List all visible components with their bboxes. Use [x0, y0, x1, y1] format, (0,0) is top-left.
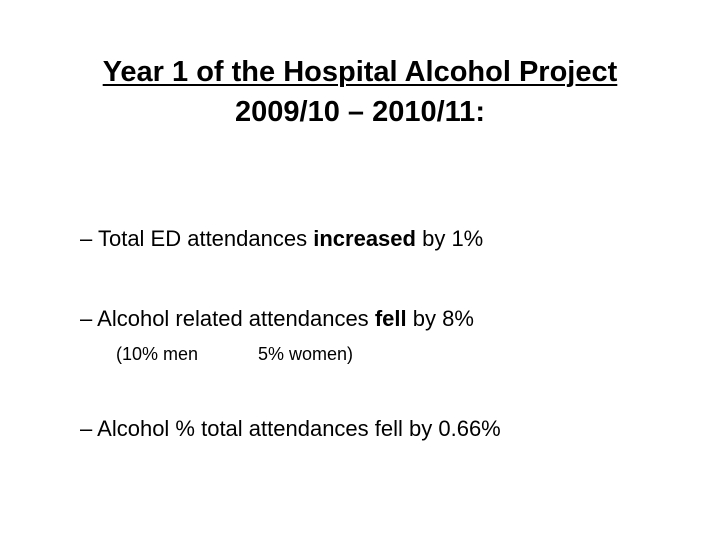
bullet-text-before: Total ED attendances: [97, 226, 308, 251]
bullet-text-after: by 1%: [422, 226, 484, 251]
title-line-2: 2009/10 – 2010/11:: [235, 96, 485, 128]
bullet-text-after: by 8%: [412, 306, 474, 331]
bullet-text: Alcohol % total attendances fell by 0.66…: [97, 416, 501, 441]
slide-title: Year 1 of the Hospital Alcohol Project 2…: [0, 52, 720, 132]
bullet-alcohol-percent-total: – Alcohol % total attendances fell by 0.…: [80, 415, 501, 443]
bullet-dash: –: [80, 226, 93, 251]
sub-note-men: (10% men: [116, 344, 199, 364]
bullet-emphasis: fell: [374, 306, 407, 331]
bullet-dash: –: [80, 416, 93, 441]
bullet-dash: –: [80, 306, 93, 331]
sub-note-women: 5% women): [258, 344, 354, 364]
title-line-1: Year 1 of the Hospital Alcohol Project: [102, 56, 618, 88]
bullet-emphasis: increased: [313, 226, 416, 251]
bullet-total-ed-attendances: – Total ED attendances increased by 1%: [80, 225, 483, 253]
bullet-alcohol-related-attendances: – Alcohol related attendances fell by 8%: [80, 305, 474, 333]
bullet-text-before: Alcohol related attendances: [97, 306, 369, 331]
